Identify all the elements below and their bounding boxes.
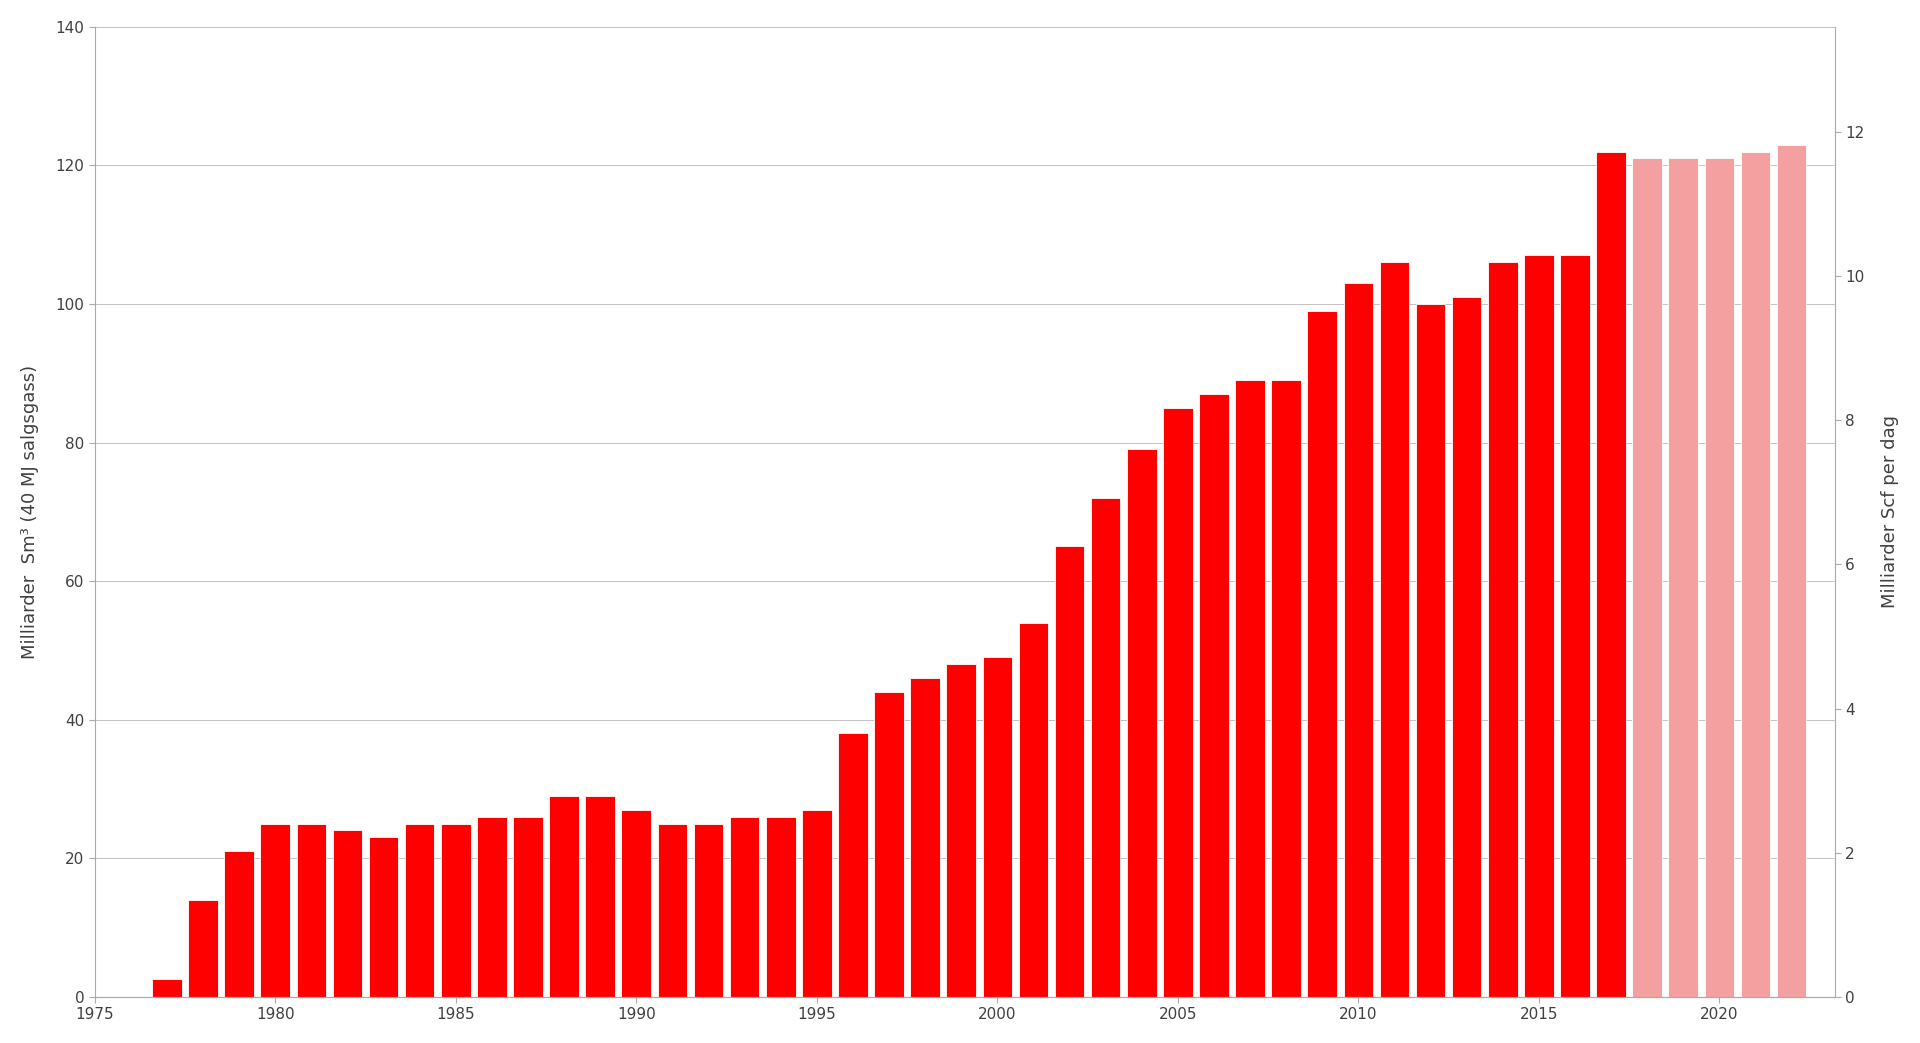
Bar [1776, 145, 1807, 997]
Bar [188, 900, 217, 997]
Bar [549, 796, 580, 997]
Bar [1561, 256, 1590, 997]
Bar [1741, 151, 1770, 997]
Bar [1596, 151, 1626, 997]
Bar [1668, 159, 1697, 997]
Bar [476, 817, 507, 997]
Bar [1380, 263, 1409, 997]
Bar [803, 809, 831, 997]
Bar [1488, 263, 1517, 997]
Bar [332, 830, 363, 997]
Bar [766, 817, 795, 997]
Bar [261, 824, 290, 997]
Bar [657, 824, 687, 997]
Bar [839, 733, 868, 997]
Y-axis label: Milliarder Scf per dag: Milliarder Scf per dag [1882, 415, 1899, 608]
Bar [296, 824, 326, 997]
Bar [1271, 380, 1302, 997]
Bar [1235, 380, 1265, 997]
Bar [1200, 394, 1229, 997]
Bar [1415, 304, 1446, 997]
Bar [586, 796, 614, 997]
Y-axis label: Milliarder  Sm³ (40 MJ salgsgass): Milliarder Sm³ (40 MJ salgsgass) [21, 365, 38, 659]
Bar [225, 851, 253, 997]
Bar [693, 824, 724, 997]
Bar [442, 824, 470, 997]
Bar [622, 809, 651, 997]
Bar [152, 979, 182, 997]
Bar [1091, 498, 1121, 997]
Bar [405, 824, 434, 997]
Bar [947, 664, 975, 997]
Bar [1164, 408, 1192, 997]
Bar [1344, 283, 1373, 997]
Bar [730, 817, 760, 997]
Bar [874, 692, 904, 997]
Bar [1308, 311, 1336, 997]
Bar [1705, 159, 1734, 997]
Bar [1632, 159, 1663, 997]
Bar [369, 838, 397, 997]
Bar [1452, 297, 1482, 997]
Bar [983, 657, 1012, 997]
Bar [1020, 623, 1048, 997]
Bar [1127, 450, 1156, 997]
Bar [1524, 256, 1553, 997]
Bar [1054, 547, 1085, 997]
Bar [910, 678, 941, 997]
Bar [513, 817, 543, 997]
